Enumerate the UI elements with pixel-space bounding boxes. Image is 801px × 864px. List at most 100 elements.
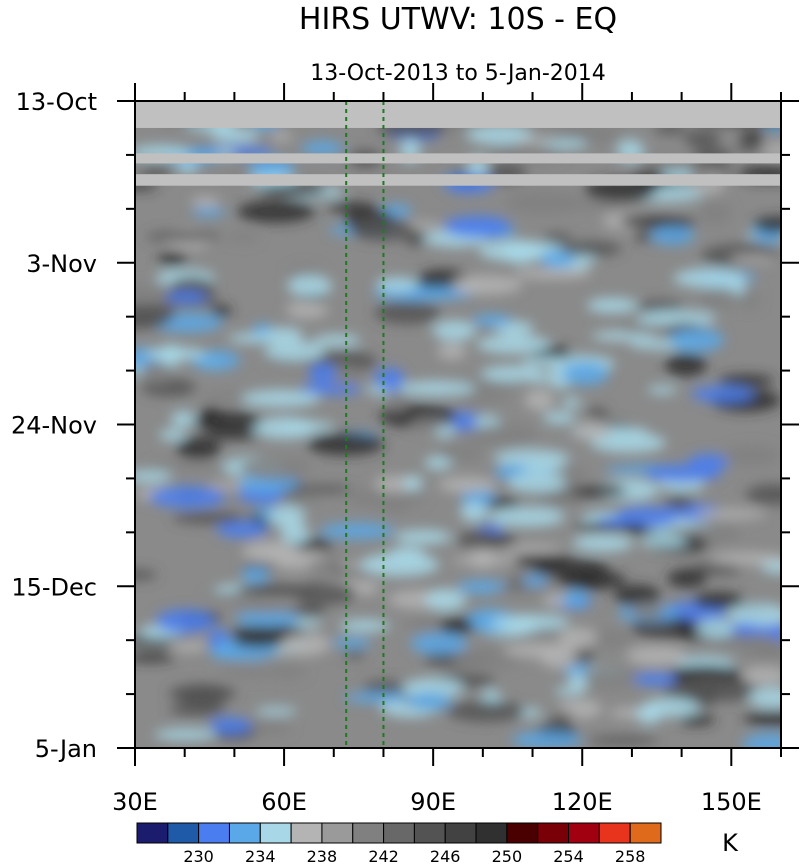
field-texture-blob — [410, 632, 468, 655]
field-texture-blob — [738, 289, 761, 310]
colorbar-swatch — [167, 822, 200, 844]
field-texture-blob — [344, 650, 366, 659]
field-texture-blob — [614, 584, 661, 607]
field-texture-blob — [158, 252, 189, 266]
colorbar-swatch — [198, 822, 230, 844]
field-texture-blob — [559, 128, 627, 140]
x-tick-label: 60E — [261, 788, 307, 816]
field-texture-blob — [208, 717, 252, 735]
field-texture-blob — [534, 488, 576, 507]
field-texture-blob — [735, 623, 759, 634]
field-texture-blob — [149, 461, 225, 471]
field-texture-blob — [718, 374, 775, 387]
field-texture-blob — [286, 301, 328, 319]
field-texture-blob — [168, 639, 207, 653]
x-tick-label: 30E — [112, 788, 158, 816]
field-texture-blob — [403, 475, 424, 490]
field-texture-blob — [350, 217, 414, 242]
field-texture-blob — [742, 733, 781, 748]
field-texture-blob — [518, 464, 566, 473]
field-texture-blob — [626, 645, 687, 666]
y-tick-label: 24-Nov — [11, 412, 97, 440]
field-texture-blob — [597, 516, 634, 526]
field-texture-blob — [172, 511, 245, 525]
field-texture-blob — [374, 367, 406, 391]
field-texture-blob — [279, 489, 321, 506]
missing-data-bands — [135, 101, 781, 186]
field-texture-blob — [507, 472, 566, 493]
colorbar-label: 250 — [492, 847, 523, 864]
field-texture-blob — [453, 397, 508, 406]
field-texture-blob — [346, 487, 425, 509]
field-texture-blob — [585, 407, 609, 419]
field-texture-blob — [511, 553, 573, 568]
field-texture-blob — [572, 650, 597, 660]
colorbar-swatch — [629, 822, 662, 844]
field-texture-blob — [135, 302, 177, 325]
field-texture-blob — [205, 429, 263, 440]
field-texture-blob — [476, 334, 551, 354]
field-texture-blob — [564, 199, 638, 210]
x-tick-label: 90E — [410, 788, 456, 816]
field-texture-blob — [557, 570, 627, 590]
field-texture-blob — [491, 614, 570, 630]
colorbar-unit: K — [722, 829, 739, 857]
field-texture-blob — [233, 637, 285, 648]
field-texture-blob — [753, 216, 781, 234]
field-texture-blob — [633, 672, 677, 687]
field-texture-blob — [424, 456, 453, 470]
field-texture-blob — [644, 464, 722, 482]
missing-data-band — [135, 174, 781, 186]
field-texture-blob — [191, 207, 226, 217]
field-texture-blob — [376, 277, 418, 292]
field-texture-blob — [360, 552, 440, 577]
field-texture-blob — [696, 618, 735, 639]
field-texture-blob — [252, 417, 317, 439]
field-texture-blob — [466, 125, 533, 145]
field-texture-blob — [177, 685, 228, 707]
field-texture-blob — [408, 692, 452, 711]
field-texture-blob — [505, 190, 581, 215]
field-texture-blob — [135, 284, 172, 302]
y-tick-label: 15-Dec — [11, 573, 97, 601]
field-texture-blob — [678, 714, 716, 726]
y-tick-label: 3-Nov — [26, 250, 97, 278]
field-texture-blob — [363, 680, 406, 695]
field-texture-blob — [170, 411, 196, 427]
field-texture-blob — [331, 637, 372, 648]
y-axis: 13-Oct 3-Nov 24-Nov 15-Dec 5-Jan — [11, 88, 799, 763]
colorbar-swatch — [290, 822, 323, 844]
field-texture-blob — [339, 619, 390, 632]
field-texture-blob — [190, 411, 262, 431]
colorbar-swatch — [537, 822, 570, 844]
field-texture-blob — [543, 411, 576, 424]
field-texture-blob — [425, 588, 467, 611]
field-texture-blob — [615, 323, 672, 335]
field-texture-blob — [554, 686, 585, 696]
field-texture-blob — [693, 592, 744, 610]
colorbar-swatch — [136, 822, 169, 844]
field-texture-blob — [319, 522, 395, 540]
field-texture-blob — [751, 635, 781, 660]
field-texture-blob — [640, 534, 688, 548]
x-tick-label: 150E — [701, 788, 762, 816]
field-texture-blob — [384, 501, 408, 514]
field-texture-blob — [522, 574, 548, 589]
field-texture-blob — [451, 275, 523, 295]
field-texture-blob — [397, 380, 476, 396]
field-texture-blob — [176, 436, 221, 460]
field-texture-blob — [386, 389, 408, 412]
field-texture-blob — [439, 617, 475, 635]
field-texture-blob — [210, 128, 260, 143]
field-texture-blob — [539, 646, 581, 669]
field-texture-blob — [647, 385, 678, 395]
field-texture-blob — [270, 131, 293, 142]
field-texture-blob — [636, 310, 717, 328]
field-texture-blob — [135, 470, 173, 483]
field-texture-blob — [211, 305, 232, 317]
field-texture-blob — [457, 530, 504, 550]
field-texture-blob — [165, 290, 208, 304]
field-texture-blob — [432, 320, 476, 341]
missing-data-band — [135, 101, 781, 128]
field-texture-blob — [241, 389, 321, 408]
